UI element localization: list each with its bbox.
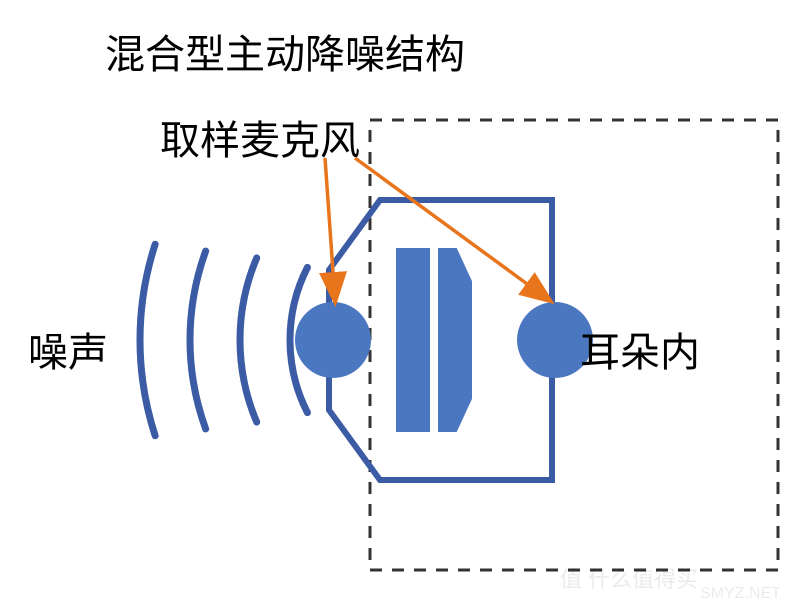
diagram-canvas [0,0,800,602]
driver-bar [438,248,472,432]
microphone-icon [295,302,371,378]
mic-label: 取样麦克风 [160,108,360,166]
diagram-title: 混合型主动降噪结构 [105,22,465,80]
noise-label: 噪声 [28,320,108,378]
ear-label: 耳朵内 [580,320,700,378]
watermark-site: SMYZ.NET [700,585,781,602]
driver-bar [396,248,430,432]
watermark-logo: 值 什么值得买 [560,562,698,594]
